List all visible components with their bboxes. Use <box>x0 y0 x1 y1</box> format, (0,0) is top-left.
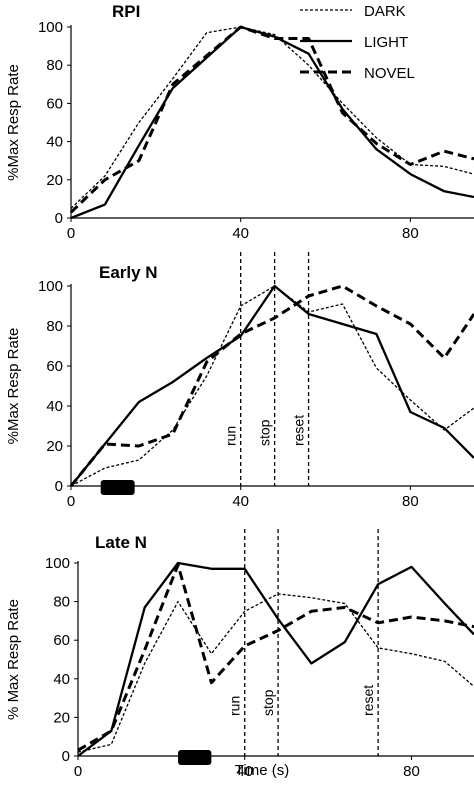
series-line-light <box>70 25 474 220</box>
y-tick-label: 100 <box>45 555 70 572</box>
series-line-dark <box>70 26 474 209</box>
y-tick-label: 100 <box>38 19 63 36</box>
x-tick-label: 40 <box>236 763 253 780</box>
legend-label-dark: DARK <box>364 3 406 20</box>
x-tick-label: 0 <box>74 763 82 780</box>
x-tick-label: 80 <box>403 763 420 780</box>
panel-title: Early N <box>99 263 158 282</box>
y-tick-label: 20 <box>46 172 63 189</box>
y-tick-label: 80 <box>53 594 70 611</box>
series-line-light <box>77 561 474 757</box>
y-axis-label: %Max Resp Rate <box>5 328 22 445</box>
y-tick-label: 40 <box>46 398 63 415</box>
y-tick-label: 100 <box>38 278 63 295</box>
series-line-novel <box>77 563 474 752</box>
legend: DARK LIGHT NOVEL <box>300 3 415 82</box>
panel-1: RPI %Max Resp Rate 0 20 40 60 80 100 0 40 80 <box>5 2 474 242</box>
y-tick-label: 0 <box>62 748 70 765</box>
panel-title: Late N <box>95 533 147 552</box>
series-line-dark <box>70 285 474 487</box>
event-label-run: run <box>227 696 243 716</box>
x-tick-label: 0 <box>67 493 75 510</box>
x-tick-label: 40 <box>232 493 249 510</box>
panel-title: RPI <box>112 2 140 21</box>
series-line-novel <box>69 284 474 487</box>
y-tick-label: 40 <box>46 134 63 151</box>
y-tick-label: 60 <box>46 95 63 112</box>
panel-3: Late N % Max Resp Rate 0 20 40 60 80 100 0 40 80 Ti… <box>5 529 474 780</box>
series-line-dark <box>77 593 474 753</box>
y-axis-label: %Max Resp Rate <box>5 64 22 181</box>
series-line-novel <box>69 25 474 214</box>
legend-label-light: LIGHT <box>364 34 408 51</box>
y-tick-label: 0 <box>55 478 63 495</box>
x-axis-label: Time (s) <box>235 762 289 779</box>
stimulus-bar <box>100 480 135 495</box>
event-label-run: run <box>223 426 239 446</box>
legend-label-novel: NOVEL <box>364 65 415 82</box>
x-tick-label: 0 <box>67 225 75 242</box>
y-tick-label: 80 <box>46 318 63 335</box>
series-line-light <box>70 284 474 487</box>
x-tick-label: 80 <box>402 225 419 242</box>
event-label-stop: stop <box>260 689 276 716</box>
y-tick-label: 40 <box>53 671 70 688</box>
x-tick-label: 40 <box>232 225 249 242</box>
event-label-reset: reset <box>360 685 376 716</box>
y-tick-label: 60 <box>46 358 63 375</box>
y-axis-label: % Max Resp Rate <box>5 599 22 720</box>
panel-2: Early N %Max Resp Rate 0 20 40 60 80 100 0 40 80 ru… <box>5 252 474 510</box>
event-label-stop: stop <box>257 419 273 446</box>
x-tick-label: 80 <box>402 493 419 510</box>
y-tick-label: 80 <box>46 57 63 74</box>
event-label-reset: reset <box>291 415 307 446</box>
y-tick-label: 20 <box>53 709 70 726</box>
y-tick-label: 0 <box>55 210 63 227</box>
y-tick-label: 20 <box>46 438 63 455</box>
stimulus-bar <box>178 750 212 765</box>
y-tick-label: 60 <box>53 632 70 649</box>
